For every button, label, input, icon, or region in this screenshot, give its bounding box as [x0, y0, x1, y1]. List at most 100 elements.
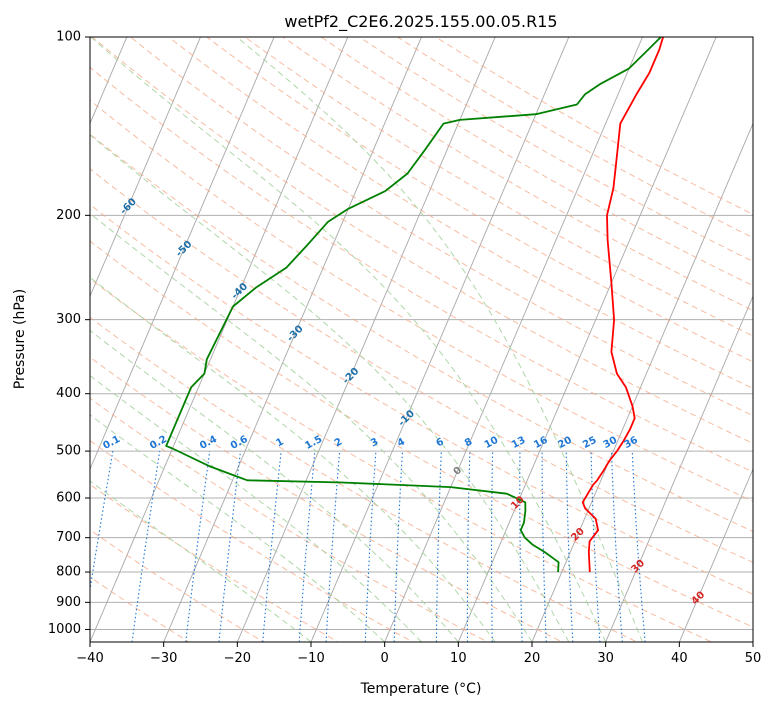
y-tick-label: 300 — [56, 312, 81, 327]
dry-adiabat-line — [205, 37, 753, 363]
isotherm-label: 40 — [690, 590, 708, 608]
dry-adiabat-line — [90, 397, 489, 642]
isotherm-line — [163, 37, 422, 642]
mixing-ratio-label: 2 — [333, 436, 344, 449]
mixing-ratio-label: 16 — [532, 435, 549, 451]
x-tick-label: 10 — [450, 651, 467, 666]
isotherm-line — [384, 37, 643, 642]
y-tick-label: 800 — [56, 565, 81, 580]
x-axis: −40 −30 −20 −10 0 10 20 30 40 50 — [76, 642, 761, 666]
dry-adiabat-line — [129, 37, 753, 417]
y-tick-label: 700 — [56, 530, 81, 545]
mixing-ratio-line — [435, 451, 442, 642]
mixing-ratio-label: 0.6 — [229, 434, 250, 452]
mixing-ratio-line — [610, 451, 623, 642]
isotherm-label: 20 — [569, 526, 587, 544]
dry-adiabat-line — [244, 37, 753, 337]
x-tick-label: −30 — [150, 651, 177, 666]
isotherm-label: -70 — [63, 154, 84, 175]
y-tick-label: 900 — [56, 595, 81, 610]
isotherm-line — [678, 467, 753, 642]
y-tick-label: 1000 — [48, 622, 81, 637]
isotherm-label: -30 — [285, 324, 306, 345]
isotherm-label: 30 — [630, 558, 648, 576]
dry-adiabat-line — [90, 440, 414, 642]
moist-adiabat-line — [90, 375, 422, 642]
mixing-ratio-label: 4 — [396, 436, 407, 449]
mixing-ratio-line — [565, 451, 574, 642]
mixing-ratio-line — [466, 451, 471, 642]
mixing-ratio-line — [541, 451, 547, 642]
y-tick-label: 100 — [56, 30, 81, 45]
mixing-ratio-label: 13 — [510, 435, 527, 451]
mixing-ratio-line — [490, 451, 494, 642]
isotherm-label: 0 — [452, 465, 465, 478]
mixing-ratio-label: 0.4 — [198, 434, 219, 452]
isotherm-line — [752, 640, 753, 642]
moist-adiabat-line — [90, 329, 459, 642]
dry-adiabat-line — [167, 37, 753, 389]
dry-adiabat-line — [90, 203, 753, 595]
isotherm-label: -10 — [396, 408, 417, 429]
mixing-ratio-label: 3 — [369, 436, 380, 449]
dry-adiabat-line — [90, 66, 753, 473]
x-tick-label: 40 — [671, 651, 688, 666]
x-tick-label: 0 — [381, 651, 389, 666]
temperature-profile-line — [581, 37, 664, 573]
mixing-ratio-line — [185, 451, 211, 642]
y-tick-label: 500 — [56, 444, 81, 459]
dry-adiabat-line — [282, 37, 753, 312]
moist-adiabat-line — [90, 37, 607, 642]
moist-adiabat-line — [90, 212, 533, 642]
dry-adiabat-line — [90, 278, 713, 642]
dry-adiabat-line — [90, 240, 753, 628]
y-tick-label: 600 — [56, 491, 81, 506]
isotherm-label: -80 — [7, 112, 28, 133]
mixing-ratio-label: 0.1 — [101, 434, 122, 452]
dry-adiabat-line — [91, 37, 753, 445]
isotherm-line — [90, 37, 275, 471]
dewpoint-profile-line — [165, 37, 662, 573]
mixing-ratio-line — [364, 451, 377, 642]
moist-adiabat-line — [90, 276, 496, 642]
y-tick-label: 400 — [56, 386, 81, 401]
x-tick-label: 50 — [745, 651, 762, 666]
y-tick-label: 200 — [56, 208, 81, 223]
isotherm-label: -50 — [174, 239, 195, 260]
x-tick-label: −40 — [76, 651, 103, 666]
moist-adiabat-line — [90, 480, 312, 642]
mixing-ratio-line — [90, 451, 114, 593]
y-axis-label: Pressure (hPa) — [12, 289, 28, 389]
mixing-ratio-line — [131, 451, 161, 642]
mixing-ratio-label: 1 — [274, 436, 285, 449]
mixing-ratio-label: 0.2 — [148, 434, 169, 452]
isotherm-line — [457, 37, 717, 642]
dry-adiabat-line — [90, 133, 753, 532]
isotherm-label: -20 — [341, 366, 362, 387]
dry-adiabat-line — [396, 37, 753, 239]
moist-adiabat-line — [90, 134, 570, 642]
moist-adiabat-line — [90, 414, 386, 642]
x-axis-label: Temperature (°C) — [360, 681, 482, 697]
dry-adiabat-line — [90, 529, 265, 642]
dry-adiabat-line — [320, 37, 753, 287]
isotherm-line — [236, 37, 496, 642]
isotherm-label: -40 — [230, 281, 251, 302]
isotherm-line — [531, 122, 753, 642]
plot-area: 0.10.20.40.611.52346810131620253036-100-… — [0, 24, 753, 654]
dry-adiabat-line — [90, 316, 639, 642]
isotherm-line — [90, 37, 201, 298]
isotherm-label: -60 — [118, 196, 139, 217]
mixing-ratio-line — [325, 451, 341, 642]
plot-frame — [89, 36, 754, 643]
dry-adiabat-line — [90, 576, 190, 642]
mixing-ratio-label: 10 — [483, 435, 500, 451]
x-tick-label: −10 — [297, 651, 324, 666]
dry-adiabat-line — [90, 99, 753, 502]
isotherm-line — [0, 24, 59, 654]
x-tick-label: 20 — [524, 651, 541, 666]
isotherm-line — [310, 37, 570, 642]
chart-title: wetPf2_C2E6.2025.155.00.05.R15 — [284, 12, 557, 32]
dry-adiabat-line — [90, 483, 340, 642]
